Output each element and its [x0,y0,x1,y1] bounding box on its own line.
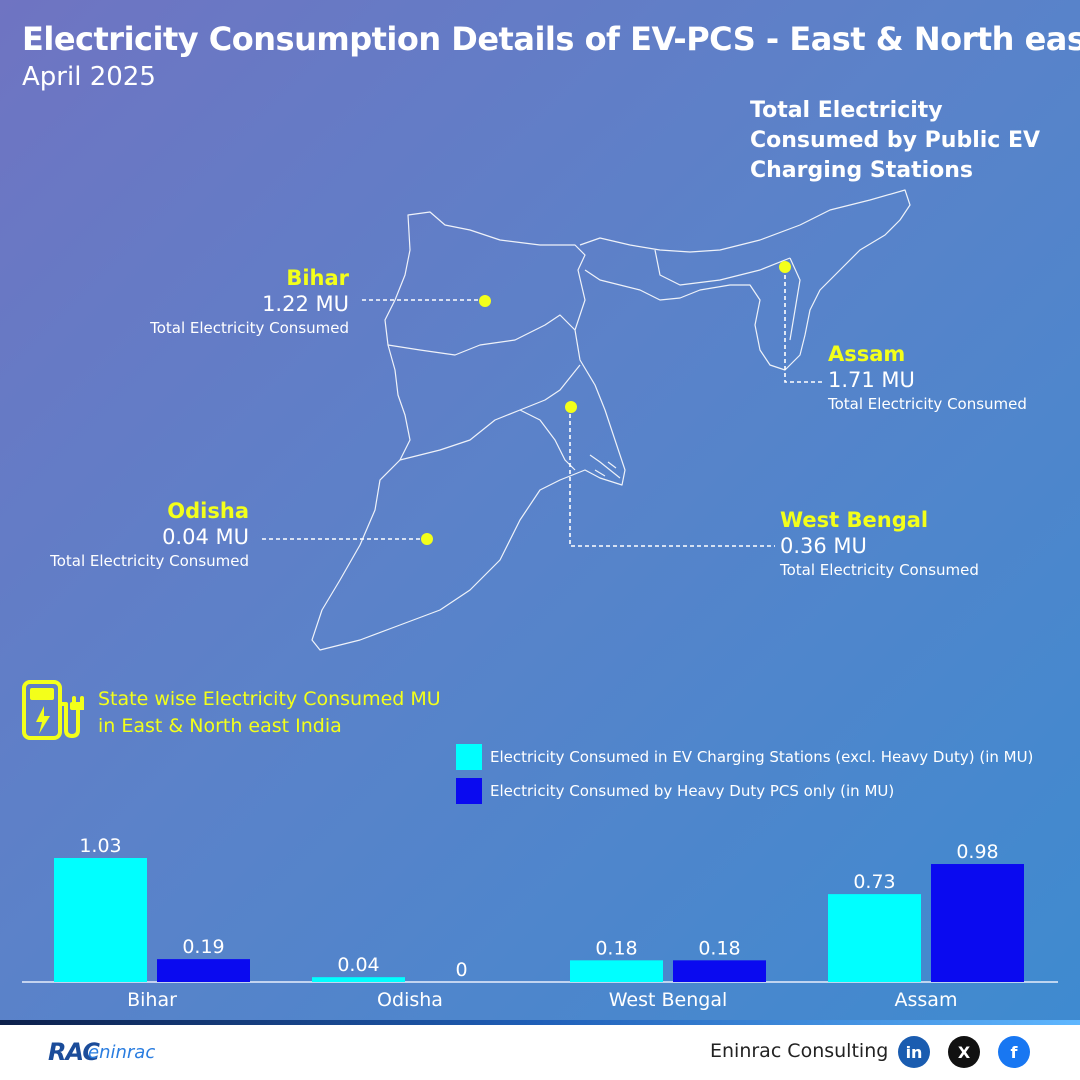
data-label-west-bengal-series-2: 0.18 [698,937,740,959]
legend-item-heavy-duty: Electricity Consumed by Heavy Duty PCS o… [456,778,894,804]
marker-west-bengal [565,401,577,413]
footer-divider [0,1020,1080,1025]
marker-assam [779,261,791,273]
ev-charger-icon [22,680,84,740]
east-northeast-map [0,0,1080,680]
category-label-assam: Assam [895,989,958,1011]
category-label-west-bengal: West Bengal [609,989,728,1011]
page-subtitle: April 2025 [22,62,156,92]
ev-section-title: State wise Electricity Consumed MU in Ea… [98,686,441,740]
category-label-bihar: Bihar [127,989,177,1011]
company-name: Eninrac Consulting [710,1040,889,1062]
map-outline-east [311,211,626,651]
state-callout-bihar: Bihar 1.22 MU Total Electricity Consumed [150,266,349,337]
marker-bihar [479,295,491,307]
state-value-west-bengal: 0.36 MU [780,534,867,558]
data-label-west-bengal-series-1: 0.18 [595,937,637,959]
eninrac-logo-wordmark: eninrac [88,1042,156,1063]
leader-west-bengal [569,407,775,547]
marker-odisha [421,533,433,545]
data-label-odisha-series-1: 0.04 [337,954,379,976]
map-outline-northeast [579,189,911,371]
map-sundarbans [589,454,621,479]
map-markers [421,261,825,547]
legend-label-ev-stations: Electricity Consumed in EV Charging Stat… [490,748,1034,766]
state-caption-bihar: Total Electricity Consumed [150,319,349,337]
legend-label-heavy-duty: Electricity Consumed by Heavy Duty PCS o… [490,782,895,800]
map-border-jharkhand-odisha [399,364,581,461]
map-title: Total Electricity Consumed by Public EV … [750,98,1041,183]
state-value-odisha: 0.04 MU [162,525,249,549]
map-border-wb [519,409,576,471]
state-name-bihar: Bihar [286,266,349,290]
state-callout-west-bengal: West Bengal 0.36 MU Total Electricity Co… [780,508,979,579]
bar-odisha-series-1 [312,977,405,982]
bar-assam-series-1 [828,894,921,982]
ev-section-title-line2: in East & North east India [98,715,342,737]
ev-section-title-line1: State wise Electricity Consumed MU [98,688,441,710]
map-border-bihar-jharkhand [387,314,576,356]
data-label-bihar-series-1: 1.03 [79,835,121,857]
state-caption-west-bengal: Total Electricity Consumed [780,561,979,579]
state-callout-odisha: Odisha 0.04 MU Total Electricity Consume… [50,499,249,570]
bar-assam-series-2 [931,864,1024,982]
data-label-assam-series-2: 0.98 [956,841,998,863]
bar-west-bengal-series-1 [570,960,663,982]
facebook-icon[interactable]: f [998,1036,1030,1068]
data-label-odisha-series-2: 0 [455,959,467,981]
bar-bihar-series-1 [54,858,147,982]
page-title: Electricity Consumption Details of EV-PC… [22,20,1080,58]
state-name-odisha: Odisha [167,499,249,523]
data-label-bihar-series-2: 0.19 [182,936,224,958]
state-name-assam: Assam [828,342,906,366]
x-icon[interactable]: X [948,1036,980,1068]
state-callout-assam: Assam 1.71 MU Total Electricity Consumed [828,342,1027,413]
legend-swatch-ev-stations [456,744,482,770]
eninrac-logo: RAC [48,1038,100,1066]
legend-swatch-heavy-duty [456,778,482,804]
state-caption-odisha: Total Electricity Consumed [50,552,249,570]
state-name-west-bengal: West Bengal [780,508,929,532]
legend-item-ev-stations: Electricity Consumed in EV Charging Stat… [456,744,1033,770]
state-caption-assam: Total Electricity Consumed [828,395,1027,413]
leader-assam [784,268,825,383]
category-label-odisha: Odisha [377,989,443,1011]
data-label-assam-series-1: 0.73 [853,871,895,893]
bar-chart: 1.03 0.19 Bihar 0.04 0 Odisha 0.18 0.18 West Ben… [22,835,1058,1011]
state-value-bihar: 1.22 MU [262,292,349,316]
bar-west-bengal-series-2 [673,960,766,982]
state-value-assam: 1.71 MU [828,368,915,392]
map-border-ne-inner [654,249,801,341]
bar-bihar-series-2 [157,959,250,982]
linkedin-icon[interactable]: in [898,1036,930,1068]
